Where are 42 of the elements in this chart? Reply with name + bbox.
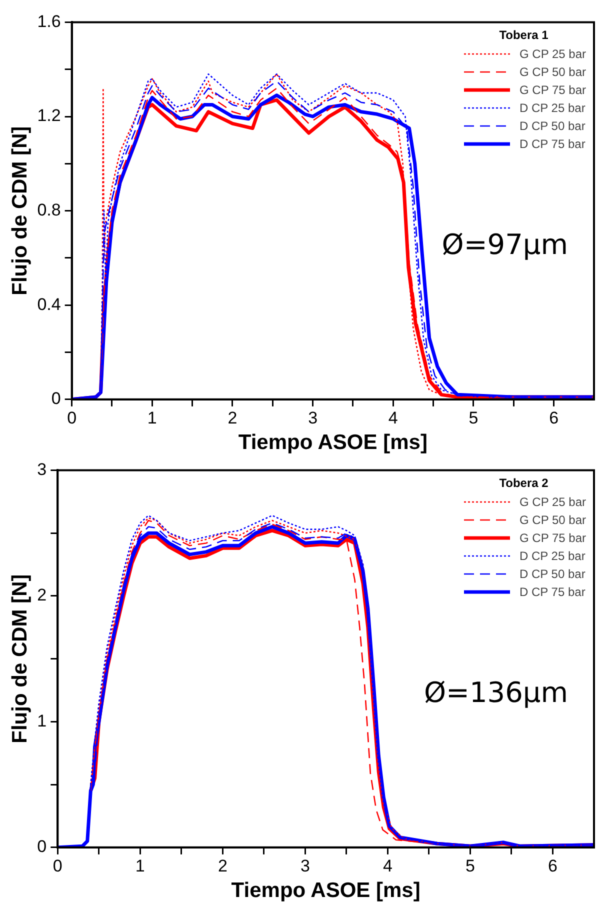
x-tick-label: 4 [382, 856, 392, 876]
legend-label: G CP 25 bar [520, 47, 586, 62]
x-axis-title: Tiempo ASOE [ms] [238, 431, 428, 454]
x-tick-label: 2 [218, 856, 228, 876]
y-tick-label: 1 [37, 711, 47, 730]
x-tick-label: 3 [300, 856, 310, 876]
legend-label: D CP 50 bar [520, 567, 586, 582]
legend-label: G CP 25 bar [520, 495, 586, 510]
legend-label: D CP 25 bar [520, 101, 586, 116]
x-tick-label: 5 [468, 408, 478, 428]
legend-label: G CP 50 bar [520, 65, 586, 80]
y-tick-label: 0 [51, 389, 61, 408]
x-tick-label: 5 [465, 856, 475, 876]
y-tick-label: 0 [37, 837, 47, 856]
x-tick-label: 1 [147, 408, 157, 428]
y-tick-label: 2 [37, 586, 47, 605]
legend-label: G CP 75 bar [520, 531, 586, 546]
legend-label: G CP 50 bar [520, 513, 586, 528]
y-axis-title: Flujo de CDM [N] [8, 126, 32, 296]
x-tick-label: 3 [308, 408, 318, 428]
legend-label: G CP 75 bar [520, 83, 586, 98]
annotation: Ø=97μm [442, 228, 568, 261]
y-tick-label: 0.4 [37, 294, 61, 314]
x-tick-label: 0 [67, 408, 77, 428]
x-tick-label: 6 [548, 856, 558, 876]
x-tick-label: 6 [549, 408, 559, 428]
x-axis-title: Tiempo ASOE [ms] [231, 879, 420, 902]
x-tick-label: 2 [228, 408, 238, 428]
legend-label: D CP 25 bar [520, 549, 586, 564]
legend-title: Tobera 2 [498, 476, 550, 490]
legend-label: D CP 75 bar [520, 585, 586, 600]
y-tick-label: 1.6 [37, 12, 61, 31]
x-tick-label: 4 [388, 408, 398, 428]
y-axis-title: Flujo de CDM [N] [8, 574, 32, 744]
legend-label: D CP 75 bar [520, 137, 586, 152]
legend-label: D CP 50 bar [520, 119, 586, 134]
y-tick-label: 3 [37, 460, 47, 479]
y-tick-label: 1.2 [37, 106, 61, 126]
annotation: Ø=136μm [424, 676, 568, 709]
y-tick-label: 0.8 [37, 200, 61, 220]
x-tick-label: 1 [135, 856, 145, 876]
legend-title: Tobera 1 [498, 28, 550, 42]
